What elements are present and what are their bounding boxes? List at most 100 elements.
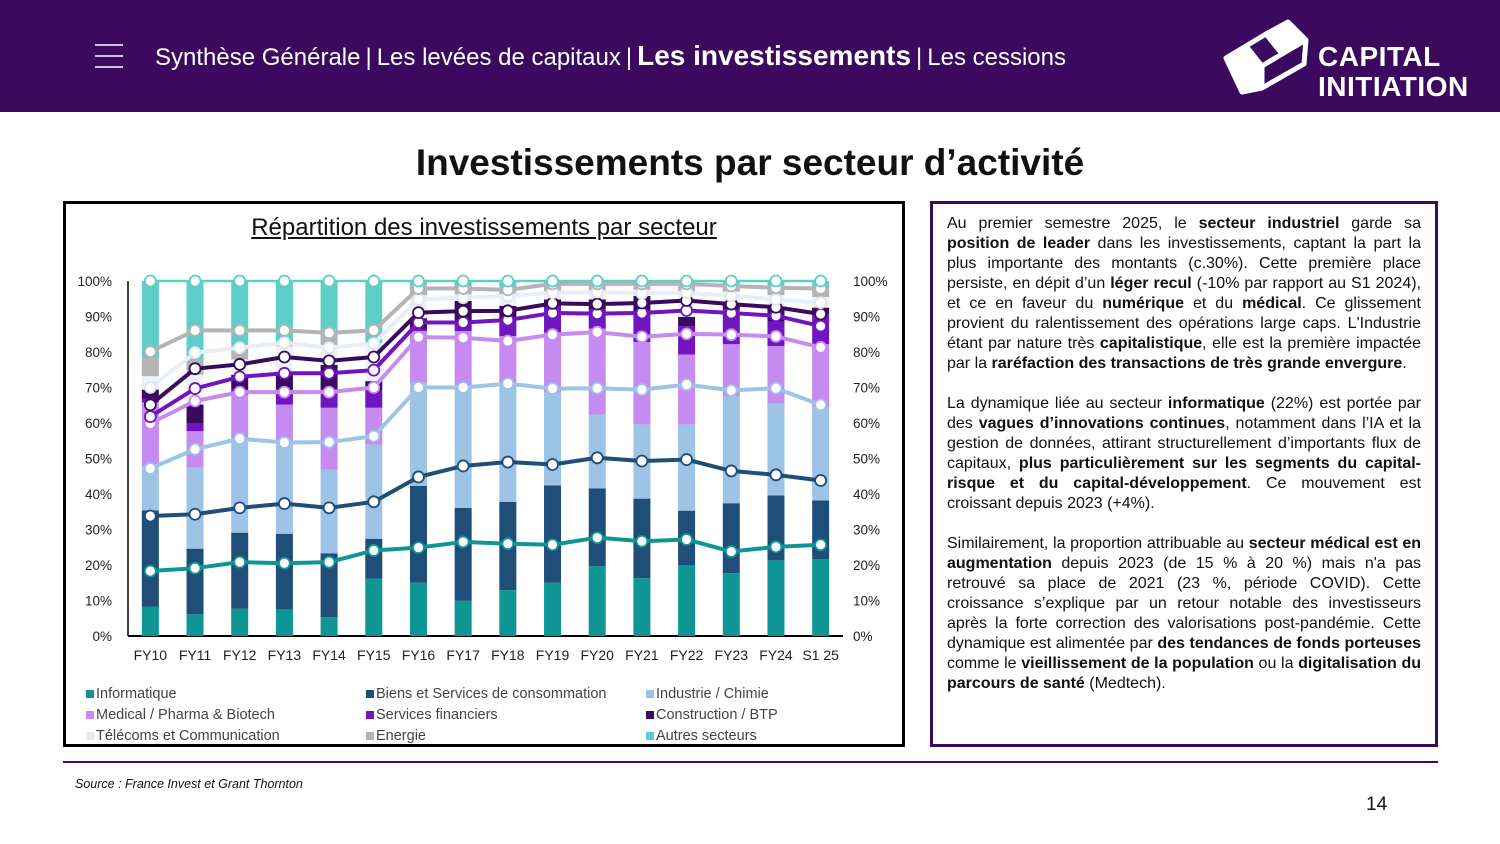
legend-label: Medical / Pharma & Biotech [96,707,275,723]
text-run: , notamment dans l’IA et la gestion de d… [947,415,1422,472]
line-marker [278,556,291,570]
line-marker [143,462,157,475]
line-marker [367,274,381,288]
highlighted-text: secteur médical est en augmentation [947,535,1421,572]
series-line-5 [149,298,821,407]
text-run: (22%) est portée par des [947,395,1422,432]
line-marker [412,541,425,555]
commentary-paragraph: Au premier semestre 2025, le secteur ind… [947,214,1421,374]
bar-segment-2 [722,396,740,504]
line-marker [680,378,693,392]
bar-segment-4 [409,328,427,332]
x-tick-label: FY15 [357,647,391,663]
bar-segment-5 [186,404,204,423]
line-marker [814,296,828,310]
highlighted-text: secteur industriel [1198,215,1340,232]
bar-segment-2 [365,444,383,539]
bar-segment-2 [499,384,517,502]
bar-segment-0 [812,559,830,636]
highlighted-text: raréfaction des transactions de très gra… [991,355,1403,372]
bar-segment-0 [409,582,427,636]
line-marker [233,358,247,371]
line-marker [188,442,202,456]
line-marker [322,435,336,449]
bar-segment-2 [231,441,249,533]
bar-segment-3 [231,394,249,442]
line-marker [278,385,291,399]
bar-segment-1 [141,510,159,607]
series-line-1 [150,455,821,519]
section-nav: Synthèse Générale | Les levées de capita… [155,40,1066,72]
line-marker [546,296,559,310]
x-tick-label: FY12 [223,647,257,663]
bar-segment-0 [722,573,740,636]
bar-segment-2 [544,392,562,486]
line-marker [635,383,649,397]
line-marker [188,394,202,408]
nav-synthese-generale[interactable]: Synthèse Générale [155,44,361,71]
line-marker [367,429,381,443]
nav-investissements[interactable]: Les investissements [637,40,912,71]
line-marker [456,331,470,345]
bar-segment-8 [186,281,204,360]
line-marker [322,366,336,380]
line-marker [322,501,336,515]
line-marker [143,274,157,288]
bar-segment-0 [588,566,606,636]
line-marker [814,474,828,487]
line-marker [546,274,559,288]
y-tick-label-left: 80% [85,345,112,360]
bar-segment-8 [231,281,249,350]
line-marker [188,346,202,360]
logo-line1: CAPITAL [1318,41,1441,72]
line-marker [456,459,470,473]
y-tick-label-left: 100% [77,274,112,289]
line-marker [590,274,604,288]
line-marker [635,330,649,344]
bar-segment-1 [320,553,338,618]
nav-levees-de-capitaux[interactable]: Les levées de capitaux [376,44,621,71]
y-tick-label-left: 30% [85,523,112,538]
bar-segment-1 [186,548,204,615]
highlighted-text: plus particulièrement sur les segments d… [947,455,1421,492]
line-marker [233,432,247,446]
stacked-bar-chart: 0% 0% 10% 10% 20% 20% 30% 30% 40% 40% 50% 50% 60% 60%… [77,274,887,663]
nav-cessions[interactable]: Les cessions [927,44,1067,71]
text-run: et du [1184,295,1243,312]
legend-swatch [646,732,654,740]
line-marker [143,410,157,424]
bar-segment-0 [365,578,383,636]
bar-segment-0 [454,600,472,636]
legend-label: Construction / BTP [656,707,778,723]
bar-segment-2 [141,465,159,511]
series-line-0 [150,535,821,574]
line-marker [412,381,425,394]
bar-segment-0 [544,582,562,636]
line-marker [233,323,247,337]
hamburger-menu-icon[interactable] [95,44,123,68]
text-run: Au premier semestre 2025, le [947,215,1199,232]
legend-swatch [366,690,374,698]
line-marker [590,381,604,395]
line-marker [188,274,202,288]
line-marker [188,507,202,521]
line-marker [367,363,381,377]
legend-item: Autres secteurs [646,728,757,744]
line-marker [143,509,157,523]
line-marker [322,326,336,340]
bar-segment-5 [678,316,696,327]
line-marker [590,325,604,339]
logo-text: CAPITAL INITIATION [1318,42,1469,102]
bar-segment-4 [186,423,204,432]
line-marker [814,398,828,412]
line-marker [233,370,247,384]
line-marker [814,274,828,288]
text-run: comme le [947,655,1022,672]
legend-swatch [366,732,374,740]
line-marker [278,323,291,337]
x-tick-label: FY11 [179,647,212,663]
line-marker [278,350,291,364]
line-marker [412,470,425,484]
bar-segment-1 [231,532,249,609]
line-marker [814,538,828,552]
